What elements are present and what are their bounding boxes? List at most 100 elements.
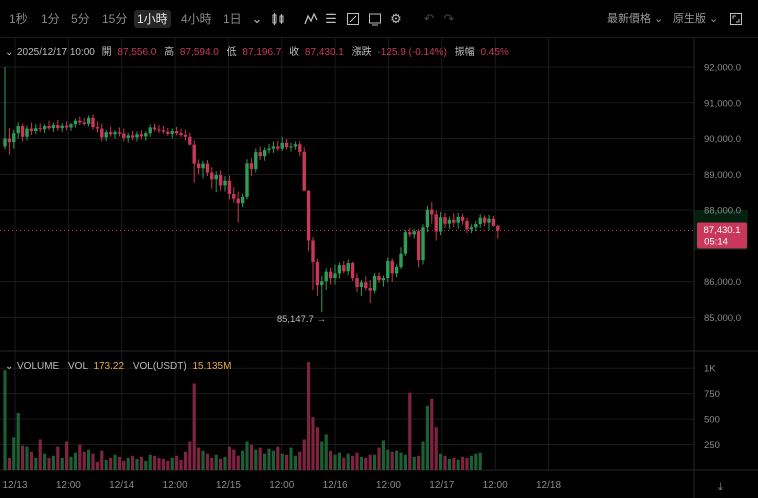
undo-icon[interactable]: ↶ <box>423 11 435 26</box>
candle <box>117 127 122 137</box>
candle-body <box>258 152 262 157</box>
candle-body <box>249 163 254 169</box>
candle-body <box>350 263 355 279</box>
candle-body <box>328 271 333 279</box>
drawing-tool-icon[interactable] <box>345 10 361 28</box>
timeframe-6[interactable]: 1日 <box>223 12 242 26</box>
candle-body <box>157 129 161 131</box>
candle <box>148 124 152 137</box>
volume-bar <box>135 458 139 470</box>
redo-icon[interactable]: ↷ <box>443 11 455 26</box>
volume-axis: 1K 750 500 250 <box>704 364 720 451</box>
volume-bar <box>95 461 99 470</box>
volume-bar <box>267 448 271 470</box>
close-label: 收 <box>289 45 299 58</box>
candle-body <box>346 263 350 272</box>
timeframe-0[interactable]: 1秒 <box>9 12 28 26</box>
candle-body <box>425 209 430 228</box>
candle-body <box>416 231 421 261</box>
volume-bar <box>117 456 121 470</box>
candle-body <box>254 152 258 169</box>
candle-body <box>496 225 500 231</box>
candle <box>192 140 196 183</box>
open-label: 開 <box>102 46 112 58</box>
volume-bar <box>87 449 91 470</box>
candle <box>82 117 86 126</box>
candle-body <box>333 273 337 279</box>
candle-body <box>25 128 29 137</box>
candle <box>342 260 346 274</box>
volume-bar <box>333 454 337 470</box>
indicators-icon[interactable] <box>303 10 319 28</box>
price-type-dropdown[interactable]: 最新價格 ⌄ <box>607 13 664 25</box>
candle <box>135 131 139 142</box>
candle-body <box>34 128 38 132</box>
volume-bar <box>373 454 377 470</box>
candle-body <box>148 127 152 134</box>
gear-icon[interactable]: ⚙ <box>390 11 402 26</box>
time-tick-label: 12/13 <box>2 480 27 491</box>
candle-body <box>108 132 113 135</box>
candle-body <box>434 214 438 232</box>
time-tick-label: 12/18 <box>536 480 561 491</box>
candle-body <box>324 271 328 282</box>
candlestick-chart[interactable]: 92,000.0 91,000.0 90,000.0 89,000.0 88,000.0… <box>0 38 758 498</box>
candle <box>496 224 500 239</box>
volume-bar <box>210 457 214 470</box>
timeframe-1[interactable]: 1分 <box>41 12 60 26</box>
timeframe-2[interactable]: 5分 <box>71 12 90 26</box>
candle <box>315 258 320 296</box>
fullscreen-icon[interactable] <box>728 10 744 28</box>
template-icon[interactable] <box>367 10 383 28</box>
candle-body <box>280 142 284 149</box>
time-tick-label: 12/14 <box>109 480 134 491</box>
low-label: 低 <box>227 45 237 58</box>
volume-tick-label: 1K <box>704 364 716 375</box>
candle <box>91 114 95 130</box>
candle <box>438 211 443 236</box>
candle <box>381 275 386 287</box>
volume-bar <box>60 457 64 470</box>
volume-bar <box>192 383 196 470</box>
volume-bar <box>465 457 469 470</box>
timeframe-3[interactable]: 15分 <box>102 12 128 26</box>
scroll-to-latest-icon[interactable]: ⤓ <box>718 481 723 493</box>
volume-bar <box>236 455 240 470</box>
volume-bar <box>201 450 205 470</box>
candle <box>236 191 240 223</box>
timeframe-4[interactable]: 1小時 <box>134 10 171 28</box>
chevron-down-icon[interactable]: ⌄ <box>251 11 263 26</box>
volume-bar <box>241 450 245 470</box>
volume-bar <box>65 441 69 470</box>
candle-body <box>161 130 166 132</box>
version-label: 原生版 <box>673 13 706 25</box>
volume-bar <box>439 453 443 470</box>
volume-bar <box>342 457 346 470</box>
low-price-marker: 85,147.7 → <box>277 314 326 325</box>
candle <box>399 247 403 270</box>
candle-body <box>113 132 117 135</box>
version-dropdown[interactable]: 原生版 ⌄ <box>673 13 719 25</box>
candle <box>86 115 91 127</box>
candle-body <box>491 218 496 226</box>
candle-body <box>359 282 364 287</box>
candle <box>491 215 496 227</box>
candle-body <box>183 134 188 137</box>
timeframe-5[interactable]: 4小時 <box>181 12 212 26</box>
candle <box>174 126 179 136</box>
volume-bar <box>285 454 289 470</box>
candle <box>42 124 47 134</box>
volume-bar <box>474 453 478 470</box>
candle-body <box>456 216 460 223</box>
volume-bar <box>223 456 227 470</box>
candle-type-icon[interactable] <box>270 10 286 28</box>
volume-bar <box>315 427 319 470</box>
vol-usdt-value: 15.135M <box>193 361 232 372</box>
amplitude-value: 0.45% <box>480 47 508 58</box>
candle-body <box>7 138 12 143</box>
list-settings-icon[interactable]: ☰ <box>325 11 337 26</box>
candle <box>280 136 284 152</box>
low-value: 87,196.7 <box>242 47 281 58</box>
candle <box>372 273 377 294</box>
volume-bar <box>69 456 73 470</box>
